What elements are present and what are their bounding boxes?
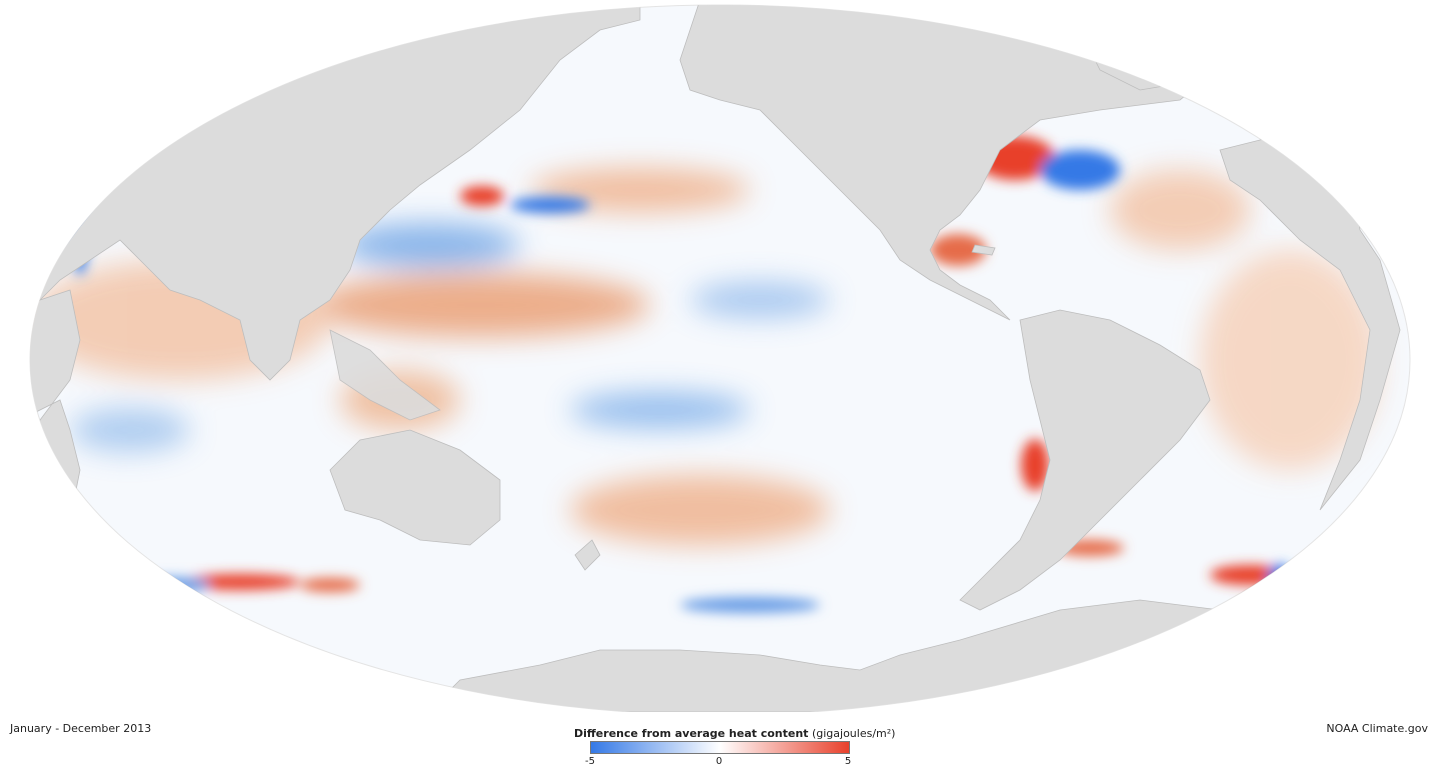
south-america-landmass bbox=[959, 309, 1211, 611]
period-label: January - December 2013 bbox=[10, 722, 152, 735]
credit-label: NOAA Climate.gov bbox=[1326, 722, 1428, 735]
australia-landmass bbox=[329, 429, 501, 546]
north-america-landmass bbox=[679, 5, 1410, 321]
legend-colorbar bbox=[590, 741, 850, 754]
caribbean-islands bbox=[971, 244, 996, 256]
color-legend: Difference from average heat content (gi… bbox=[574, 727, 895, 767]
legend-tick-min: -5 bbox=[585, 756, 595, 767]
legend-title-text: Difference from average heat content bbox=[574, 727, 809, 740]
maritime-continent bbox=[329, 329, 441, 421]
new-zealand bbox=[574, 539, 601, 571]
legend-tick-zero: 0 bbox=[715, 756, 723, 767]
legend-unit: (gigajoules/m²) bbox=[811, 727, 896, 740]
legend-title: Difference from average heat content (gi… bbox=[574, 727, 895, 740]
legend-tick-max: 5 bbox=[844, 756, 852, 767]
heat-content-anomaly-map bbox=[29, 4, 1411, 712]
